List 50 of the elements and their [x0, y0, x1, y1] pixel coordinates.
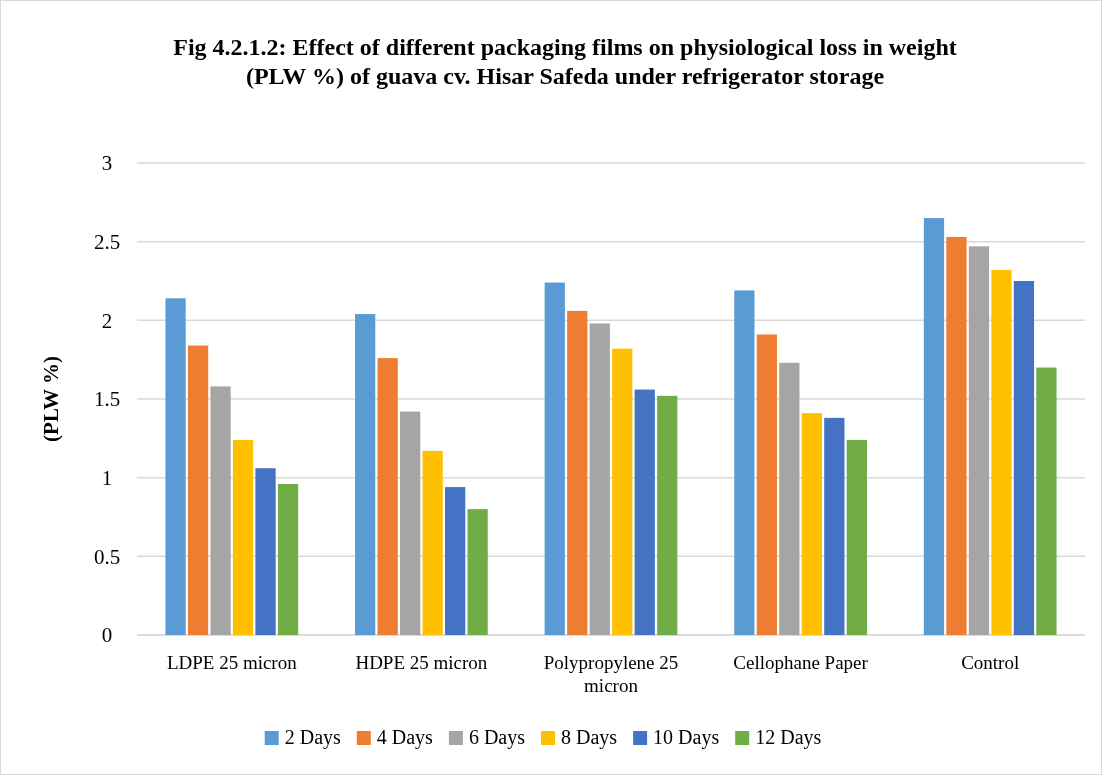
- y-tick-label: 1.5: [93, 387, 121, 412]
- y-tick-label: 0: [101, 623, 113, 648]
- bar: [567, 310, 588, 635]
- bar: [187, 345, 209, 635]
- bar: [612, 348, 633, 635]
- y-tick-label: 3: [101, 151, 113, 176]
- bar: [277, 483, 299, 635]
- x-tick-label: LDPE 25 micron: [166, 652, 298, 673]
- bar: [779, 362, 800, 635]
- legend-label: 10 Days: [653, 726, 720, 749]
- bar: [377, 358, 398, 635]
- bar: [946, 236, 967, 635]
- bar: [824, 417, 845, 635]
- bar: [634, 389, 655, 635]
- bar: [1013, 281, 1035, 635]
- legend-label: 6 Days: [468, 726, 526, 749]
- legend-label: 8 Days: [561, 726, 618, 749]
- bar: [255, 468, 276, 635]
- bar: [846, 439, 867, 635]
- chart-title: Fig 4.2.1.2: Effect of different packaging films on physiological loss in weight (PLW %) of guava cv. Hisar Safeda under refrigerator storage: [173, 34, 957, 89]
- bar: [165, 298, 186, 635]
- bar: [210, 386, 231, 635]
- bar: [657, 395, 678, 635]
- bar: [232, 439, 254, 635]
- legend-label: 2 Days: [284, 726, 342, 749]
- bar: [991, 269, 1012, 635]
- bar: [1036, 367, 1057, 635]
- x-tick-label: HDPE 25 micron: [355, 652, 488, 673]
- y-axis-title: (PLW %): [39, 356, 63, 442]
- bar: [756, 334, 777, 635]
- bar: [422, 450, 443, 635]
- bar: [400, 411, 421, 635]
- bar: [968, 246, 990, 635]
- x-tick-label: Control: [961, 652, 1020, 673]
- bar: [445, 487, 466, 635]
- bar: [589, 323, 610, 635]
- legend-label: 4 Days: [376, 726, 434, 749]
- bar: [544, 282, 565, 635]
- y-tick-label: 2: [101, 308, 113, 333]
- y-tick-label: 1: [101, 466, 113, 491]
- y-tick-label: 2.5: [93, 230, 121, 255]
- bar: [355, 314, 376, 635]
- y-tick-label: 0.5: [93, 544, 121, 569]
- bar: [923, 218, 945, 635]
- x-tick-label: Polypropylene 25 micron: [543, 652, 679, 696]
- bar: [734, 290, 755, 635]
- bar: [467, 509, 488, 635]
- x-tick-label: Cellophane Paper: [733, 652, 869, 673]
- bar: [801, 413, 822, 635]
- legend-label: 12 Days: [755, 726, 822, 749]
